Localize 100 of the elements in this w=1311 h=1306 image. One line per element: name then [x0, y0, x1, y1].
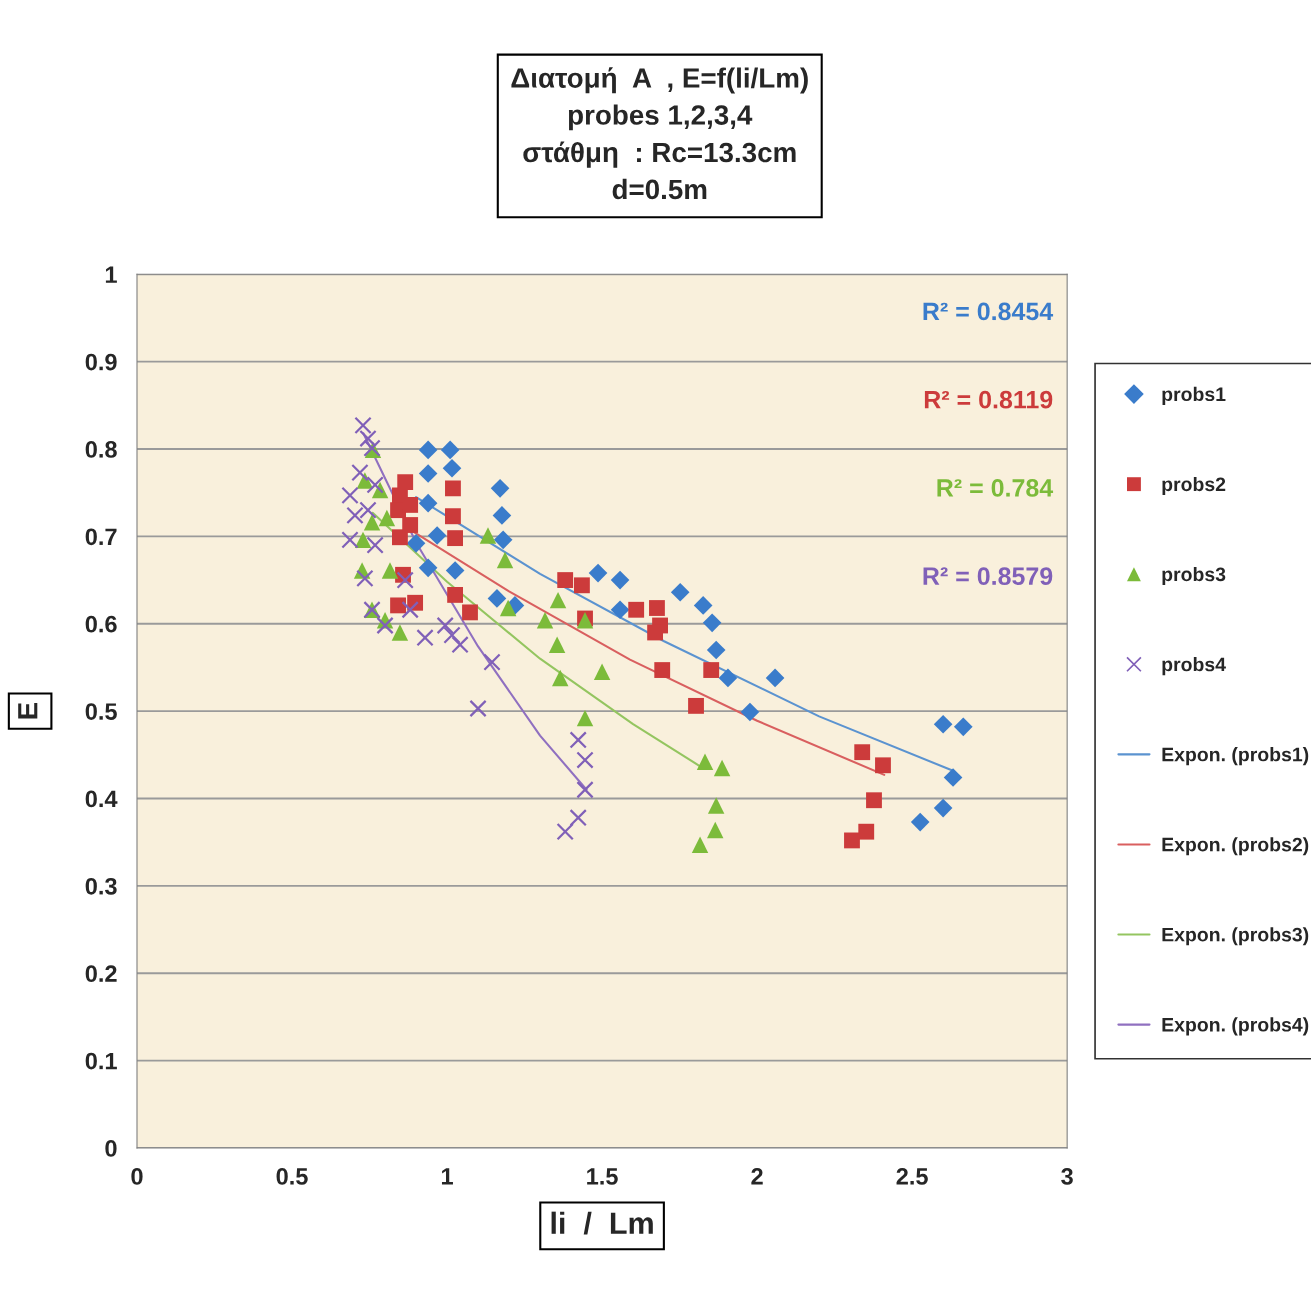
point [702, 613, 722, 633]
y-tick-label: 0.4 [85, 790, 118, 808]
point [442, 458, 462, 478]
point [418, 493, 438, 513]
point [418, 464, 438, 483]
point [933, 714, 953, 734]
point [392, 529, 408, 546]
point [447, 530, 464, 547]
y-tick-label: 0 [105, 1140, 117, 1157]
legend-label: probs4 [1162, 657, 1226, 676]
point [381, 562, 399, 579]
point [447, 586, 464, 603]
point [418, 558, 438, 578]
point [378, 509, 396, 527]
point [341, 531, 359, 549]
point [574, 577, 590, 594]
point [696, 753, 714, 771]
annotation: R² = 0.8454 [923, 302, 1054, 321]
chart-title: Διατομή A , E=f(li/Lm) probes 1,2,3,4 στάθμη : Rc=13.3cm d=0.5m [511, 67, 808, 200]
point [670, 582, 690, 602]
point [718, 668, 738, 688]
point [390, 597, 406, 614]
point [875, 757, 891, 774]
point [397, 474, 414, 491]
point [469, 699, 487, 718]
point [479, 527, 497, 544]
point [943, 768, 963, 787]
point [713, 759, 731, 777]
point [363, 514, 381, 531]
point [866, 792, 882, 809]
point [654, 662, 671, 678]
y-tick-label: 0.7 [85, 528, 117, 546]
point [610, 600, 630, 620]
point [610, 570, 630, 590]
annotation: R² = 0.8119 [924, 390, 1053, 409]
point [569, 808, 587, 827]
point [359, 501, 377, 519]
point [588, 563, 608, 583]
point [854, 744, 871, 761]
point [451, 636, 469, 654]
point [346, 506, 364, 525]
point [416, 629, 434, 647]
point [391, 624, 409, 641]
y-tick-label: 0.5 [85, 703, 117, 720]
x-tick-label: 3 [1061, 1168, 1073, 1185]
point [628, 601, 645, 618]
legend-label: Expon. (probs4) [1162, 1017, 1309, 1036]
point [354, 531, 372, 549]
x-tick-label: 0.5 [276, 1168, 308, 1185]
point [354, 416, 372, 435]
y-tick-label: 1 [105, 266, 117, 283]
point [933, 798, 953, 818]
x-axis-title: li / Lm [551, 1211, 653, 1235]
point [359, 429, 377, 448]
x-tick-label: 2 [751, 1168, 763, 1185]
legend-label: Expon. (probs1) [1162, 747, 1309, 766]
point [536, 612, 554, 629]
point [401, 601, 419, 619]
x-tick-label: 1 [441, 1168, 453, 1185]
y-tick-label: 0.2 [85, 965, 117, 983]
point [649, 600, 665, 616]
legend-label: Expon. (probs2) [1162, 837, 1309, 856]
point [418, 440, 438, 460]
legend-label: Expon. (probs3) [1162, 927, 1309, 946]
point [402, 517, 419, 533]
point [366, 536, 384, 554]
point [351, 463, 369, 482]
point [765, 668, 785, 688]
point [707, 821, 724, 839]
point [691, 836, 709, 854]
y-tick-label: 0.8 [85, 441, 117, 458]
point [548, 636, 566, 653]
point [445, 561, 465, 580]
point [703, 662, 720, 678]
x-tick-label: 0 [131, 1168, 143, 1185]
point [858, 823, 875, 840]
point [549, 591, 567, 609]
point [844, 832, 860, 849]
y-tick-label: 0.3 [85, 877, 117, 895]
legend-label: probs2 [1162, 476, 1226, 495]
point [693, 596, 713, 615]
point [376, 616, 394, 635]
point [356, 569, 374, 588]
point [647, 624, 664, 641]
point [483, 653, 501, 671]
point [576, 781, 594, 799]
point [557, 572, 574, 588]
point [953, 717, 973, 737]
point [556, 822, 574, 841]
point [445, 480, 461, 497]
y-tick-label: 0.9 [85, 353, 117, 371]
point [492, 506, 512, 525]
y-tick-label: 0.6 [85, 615, 117, 633]
point [707, 797, 725, 814]
point [576, 709, 594, 727]
legend-label: probs3 [1162, 566, 1226, 586]
point [440, 440, 460, 460]
point [593, 663, 611, 681]
legend-label: probs1 [1162, 386, 1226, 405]
point [366, 476, 384, 494]
